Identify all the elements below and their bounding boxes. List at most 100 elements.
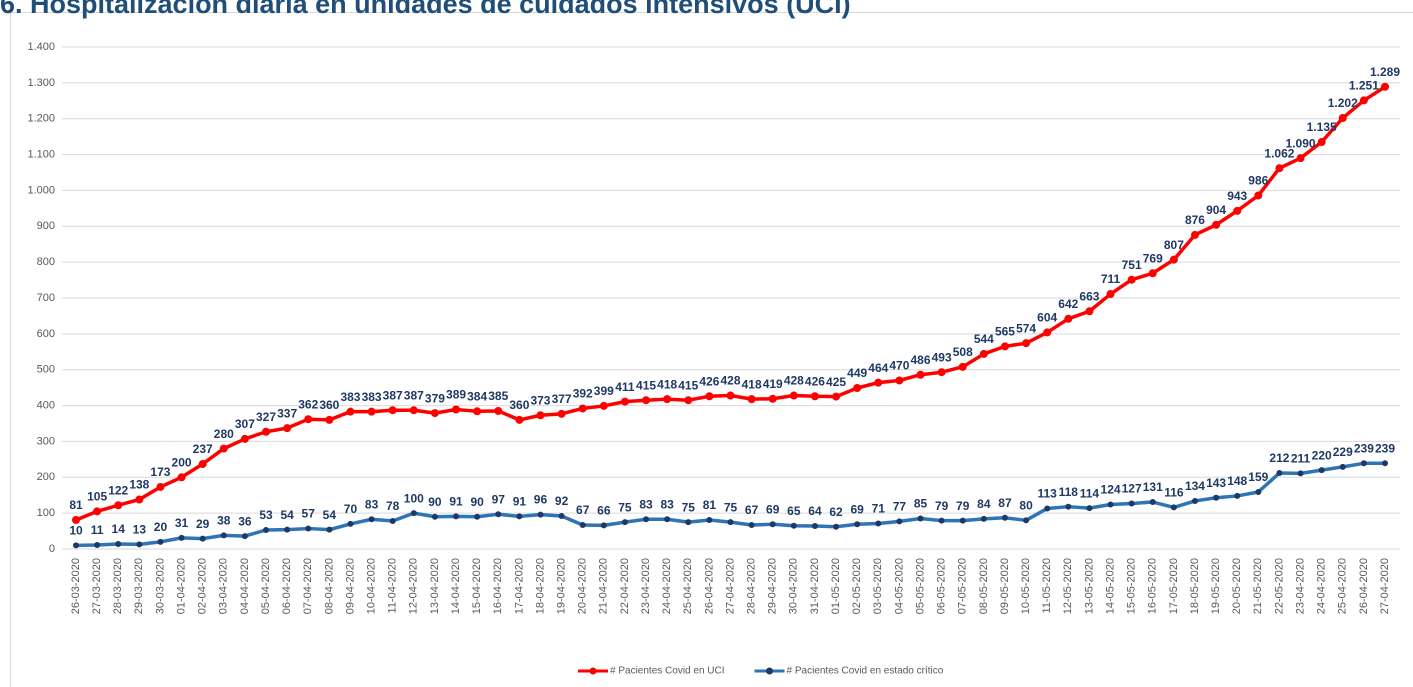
data-label: 80 [1019,498,1033,512]
data-label: 1.062 [1264,146,1294,160]
data-point [388,406,397,415]
data-label: 428 [784,374,804,388]
data-label: 159 [1248,470,1268,484]
y-tick-label: 900 [37,220,55,232]
data-point [136,541,143,548]
data-label: 92 [555,494,569,508]
data-point [283,424,292,433]
data-point [515,415,524,424]
data-label: 100 [404,491,424,505]
data-label: 943 [1227,189,1247,203]
data-label: 387 [404,388,424,402]
data-point [494,406,503,415]
data-point [114,501,123,510]
data-point [748,521,755,528]
data-point [1255,488,1262,495]
data-label: 83 [639,497,653,511]
data-label: 124 [1101,483,1121,497]
data-point [473,407,482,416]
x-tick-label: 01-04-2020 [175,558,187,614]
data-point [811,523,818,530]
y-tick-label: 1.100 [27,148,55,160]
data-point [367,407,376,416]
x-tick-label: 09-05-2020 [999,558,1011,614]
y-tick-label: 400 [37,399,55,411]
data-label: 807 [1164,238,1184,252]
data-point [240,434,249,443]
data-point [198,460,207,469]
data-label: 10 [69,524,83,538]
data-label: 470 [889,359,909,373]
data-point [346,407,355,416]
data-label: 415 [678,378,698,392]
y-tick-label: 1.300 [27,77,55,89]
data-point [705,392,714,401]
x-tick-label: 24-04-2020 [1316,558,1328,614]
x-tick-label: 29-03-2020 [133,558,145,614]
data-point [347,520,354,527]
data-label: 387 [383,388,403,402]
data-label: 75 [682,500,696,514]
data-label: 1.289 [1370,65,1400,79]
data-label: 229 [1333,445,1353,459]
data-point [409,406,418,415]
data-point [1275,164,1284,173]
x-tick-label: 10-04-2020 [365,558,377,614]
data-label: 508 [953,345,973,359]
x-tick-label: 14-04-2020 [450,558,462,614]
data-label: 1.202 [1328,96,1358,110]
data-label: 642 [1058,297,1078,311]
data-label: 91 [449,495,463,509]
data-point [220,532,227,539]
data-point [368,516,375,523]
x-tick-label: 08-04-2020 [323,558,335,614]
data-point [937,368,946,377]
x-tick-label: 30-03-2020 [154,558,166,614]
data-point [219,444,228,453]
data-label: 67 [745,503,759,517]
data-label: 20 [154,520,168,534]
data-point [73,542,79,549]
x-tick-label: 07-05-2020 [957,558,969,614]
x-tick-label: 18-04-2020 [534,558,546,614]
data-label: 464 [868,361,888,375]
data-point [789,391,798,400]
x-tick-label: 24-04-2020 [661,558,673,614]
data-point [1044,505,1051,512]
data-point [115,540,122,547]
data-label: 78 [386,499,400,513]
data-point [557,409,566,418]
data-point [727,519,734,526]
data-point [1043,328,1052,337]
data-label: 85 [914,497,928,511]
data-point [979,349,988,358]
data-point [199,535,206,542]
y-tick-label: 0 [49,543,55,555]
data-point [664,516,671,523]
data-label: 307 [235,417,255,431]
data-point [1149,499,1156,506]
data-label: 565 [995,325,1015,339]
data-label: 67 [576,503,590,517]
data-point [896,518,903,525]
data-label: 84 [977,497,991,511]
data-point [621,519,628,526]
data-point [578,404,587,413]
x-tick-label: 21-05-2020 [1252,558,1264,614]
legend-label: # Pacientes Covid en UCI [610,666,725,677]
data-point [1212,220,1221,229]
x-tick-label: 12-05-2020 [1062,558,1074,614]
data-point [1148,269,1157,278]
data-label: 79 [935,499,949,513]
x-tick-label: 14-05-2020 [1104,558,1116,614]
data-label: 486 [911,353,931,367]
data-point [769,521,776,528]
x-tick-label: 31-04-2020 [809,558,821,614]
data-label: 415 [636,378,656,392]
x-tick-label: 18-05-2020 [1189,558,1201,614]
data-label: 493 [932,350,952,364]
data-point [1360,460,1367,467]
data-point [620,397,629,406]
data-label: 904 [1206,203,1226,217]
